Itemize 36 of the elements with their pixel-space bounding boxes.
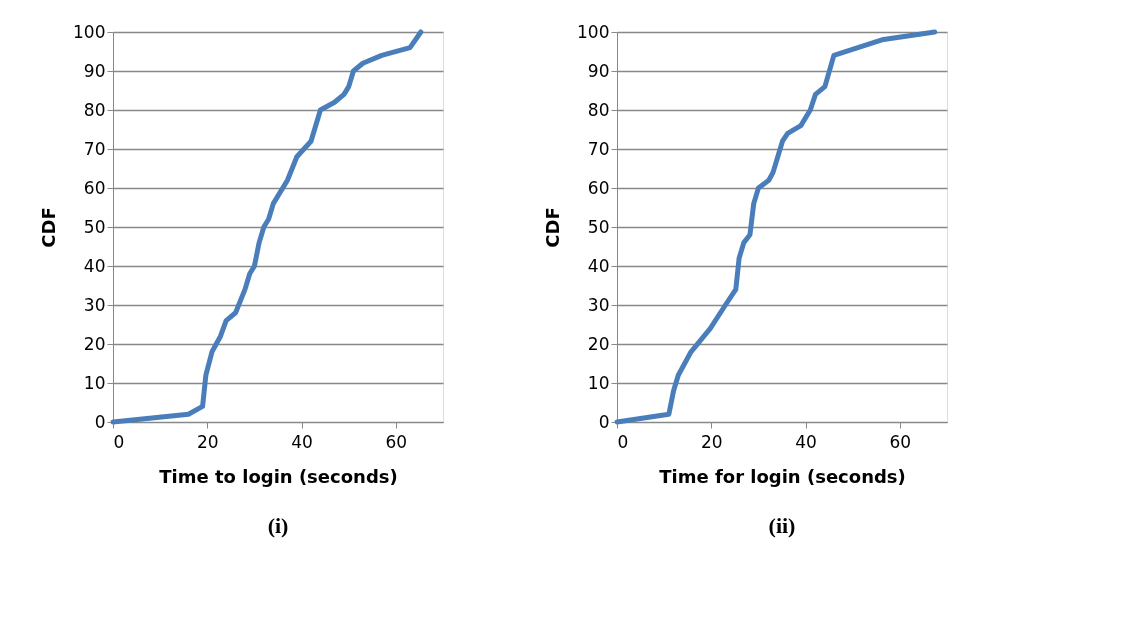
y-tick-label: 50 (587, 216, 610, 237)
y-tick-label: 90 (587, 60, 610, 81)
y-tick-label: 70 (83, 138, 106, 159)
x-tick-label: 0 (617, 431, 629, 452)
y-tick-label: 10 (83, 372, 106, 393)
y-tick-label: 30 (83, 294, 106, 315)
y-tick-label: 90 (83, 60, 106, 81)
y-tick-label: 60 (83, 177, 106, 198)
y-axis-title: CDF (38, 207, 60, 248)
y-tick-label: 50 (83, 216, 106, 237)
y-axis-title: CDF (542, 207, 564, 248)
y-tick-label: 0 (598, 411, 610, 432)
y-tick-label: 100 (577, 21, 610, 42)
x-tick-label: 20 (196, 431, 219, 452)
y-tick-label: 100 (73, 21, 106, 42)
y-tick-label: 80 (83, 99, 106, 120)
y-tick-label: 10 (587, 372, 610, 393)
x-tick-label: 20 (700, 431, 723, 452)
y-tick-label: 20 (587, 333, 610, 354)
x-axis-title: Time to login (seconds) (159, 465, 398, 487)
x-tick-label: 60 (385, 431, 408, 452)
x-axis-title: Time for login (seconds) (659, 465, 906, 487)
y-tick-label: 40 (83, 255, 106, 276)
x-tick-label: 60 (889, 431, 912, 452)
text: (ii) (768, 513, 796, 538)
y-tick-label: 60 (587, 177, 610, 198)
y-tick-label: 70 (587, 138, 610, 159)
text: (i) (267, 513, 289, 538)
x-tick-label: 0 (113, 431, 125, 452)
y-tick-label: 40 (587, 255, 610, 276)
y-tick-label: 0 (94, 411, 106, 432)
x-tick-label: 40 (291, 431, 313, 452)
y-tick-label: 30 (587, 294, 610, 315)
y-tick-label: 20 (83, 333, 106, 354)
y-tick-label: 80 (587, 99, 610, 120)
x-tick-label: 40 (795, 431, 817, 452)
